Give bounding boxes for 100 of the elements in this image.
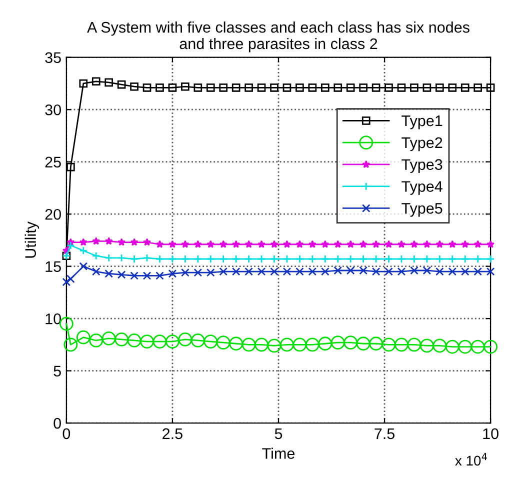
point bbox=[334, 254, 342, 264]
point bbox=[219, 240, 228, 248]
point bbox=[282, 254, 292, 264]
point bbox=[420, 338, 434, 353]
point bbox=[436, 240, 444, 248]
point bbox=[66, 241, 75, 250]
point bbox=[117, 80, 126, 89]
point bbox=[130, 82, 138, 91]
point bbox=[474, 240, 482, 248]
point bbox=[130, 254, 138, 264]
point bbox=[204, 334, 218, 348]
y-tick-label: 20 bbox=[45, 208, 61, 220]
point bbox=[79, 262, 88, 270]
point bbox=[267, 338, 282, 353]
point bbox=[410, 254, 418, 264]
point bbox=[334, 83, 342, 92]
point bbox=[92, 267, 100, 276]
point bbox=[142, 254, 152, 262]
point bbox=[397, 254, 406, 264]
point bbox=[382, 338, 396, 352]
y-axis-title: Utility bbox=[24, 222, 40, 258]
point bbox=[435, 83, 444, 92]
point bbox=[320, 83, 330, 92]
point bbox=[334, 266, 342, 275]
point bbox=[244, 267, 253, 276]
point bbox=[178, 332, 192, 346]
point bbox=[384, 240, 393, 248]
point bbox=[216, 336, 230, 350]
point bbox=[142, 272, 152, 280]
point bbox=[79, 79, 88, 88]
y-tick-label: 25 bbox=[45, 156, 61, 168]
point bbox=[296, 254, 304, 264]
point bbox=[194, 240, 202, 248]
point bbox=[461, 240, 470, 248]
point bbox=[372, 240, 380, 248]
point bbox=[397, 240, 406, 248]
point bbox=[242, 338, 256, 352]
point bbox=[296, 83, 304, 92]
point bbox=[219, 83, 228, 92]
point bbox=[422, 240, 431, 248]
x-tick-label: 0 bbox=[62, 428, 70, 440]
point bbox=[244, 254, 253, 264]
point bbox=[168, 254, 177, 264]
point bbox=[458, 340, 472, 354]
point bbox=[407, 338, 422, 352]
point bbox=[181, 82, 190, 91]
point bbox=[296, 240, 304, 248]
point bbox=[334, 240, 342, 248]
point bbox=[232, 254, 240, 264]
point bbox=[102, 331, 116, 346]
point bbox=[410, 83, 418, 92]
point bbox=[359, 266, 368, 275]
point bbox=[448, 254, 457, 264]
point bbox=[346, 266, 355, 275]
point bbox=[130, 238, 138, 246]
point bbox=[232, 83, 240, 92]
legend-label: Type3 bbox=[402, 159, 442, 173]
point bbox=[460, 83, 470, 92]
point bbox=[166, 334, 180, 348]
y-tick-label: 35 bbox=[45, 52, 61, 64]
x-tick-label: 10 bbox=[483, 428, 498, 440]
point bbox=[320, 254, 330, 264]
point bbox=[282, 267, 292, 276]
x-tick-label: 5 bbox=[274, 428, 282, 440]
y-tick-label: 30 bbox=[45, 104, 61, 116]
point bbox=[104, 269, 114, 278]
point bbox=[92, 252, 100, 260]
point bbox=[384, 254, 393, 264]
point bbox=[346, 83, 355, 92]
point bbox=[219, 254, 228, 264]
point bbox=[410, 266, 418, 275]
point bbox=[244, 83, 253, 92]
legend-label: Type1 bbox=[402, 116, 442, 130]
point bbox=[254, 338, 268, 352]
point bbox=[384, 267, 393, 276]
y-tick-label: 10 bbox=[46, 313, 61, 324]
point bbox=[229, 336, 244, 351]
point bbox=[168, 240, 176, 248]
point bbox=[152, 334, 167, 348]
point bbox=[168, 269, 177, 278]
point bbox=[410, 240, 418, 248]
point bbox=[127, 334, 142, 348]
point bbox=[168, 83, 177, 92]
point bbox=[486, 267, 495, 276]
point bbox=[359, 83, 368, 92]
point bbox=[181, 254, 190, 264]
point bbox=[435, 254, 444, 264]
point bbox=[92, 77, 100, 86]
point bbox=[156, 83, 164, 92]
legend-label: Type2 bbox=[402, 137, 442, 152]
point bbox=[194, 83, 202, 92]
point bbox=[270, 267, 278, 276]
point bbox=[296, 267, 304, 276]
point bbox=[422, 254, 432, 264]
point bbox=[422, 266, 432, 275]
point bbox=[89, 334, 104, 348]
point bbox=[280, 338, 294, 352]
point bbox=[432, 338, 447, 353]
point bbox=[305, 338, 320, 352]
point bbox=[117, 254, 126, 262]
